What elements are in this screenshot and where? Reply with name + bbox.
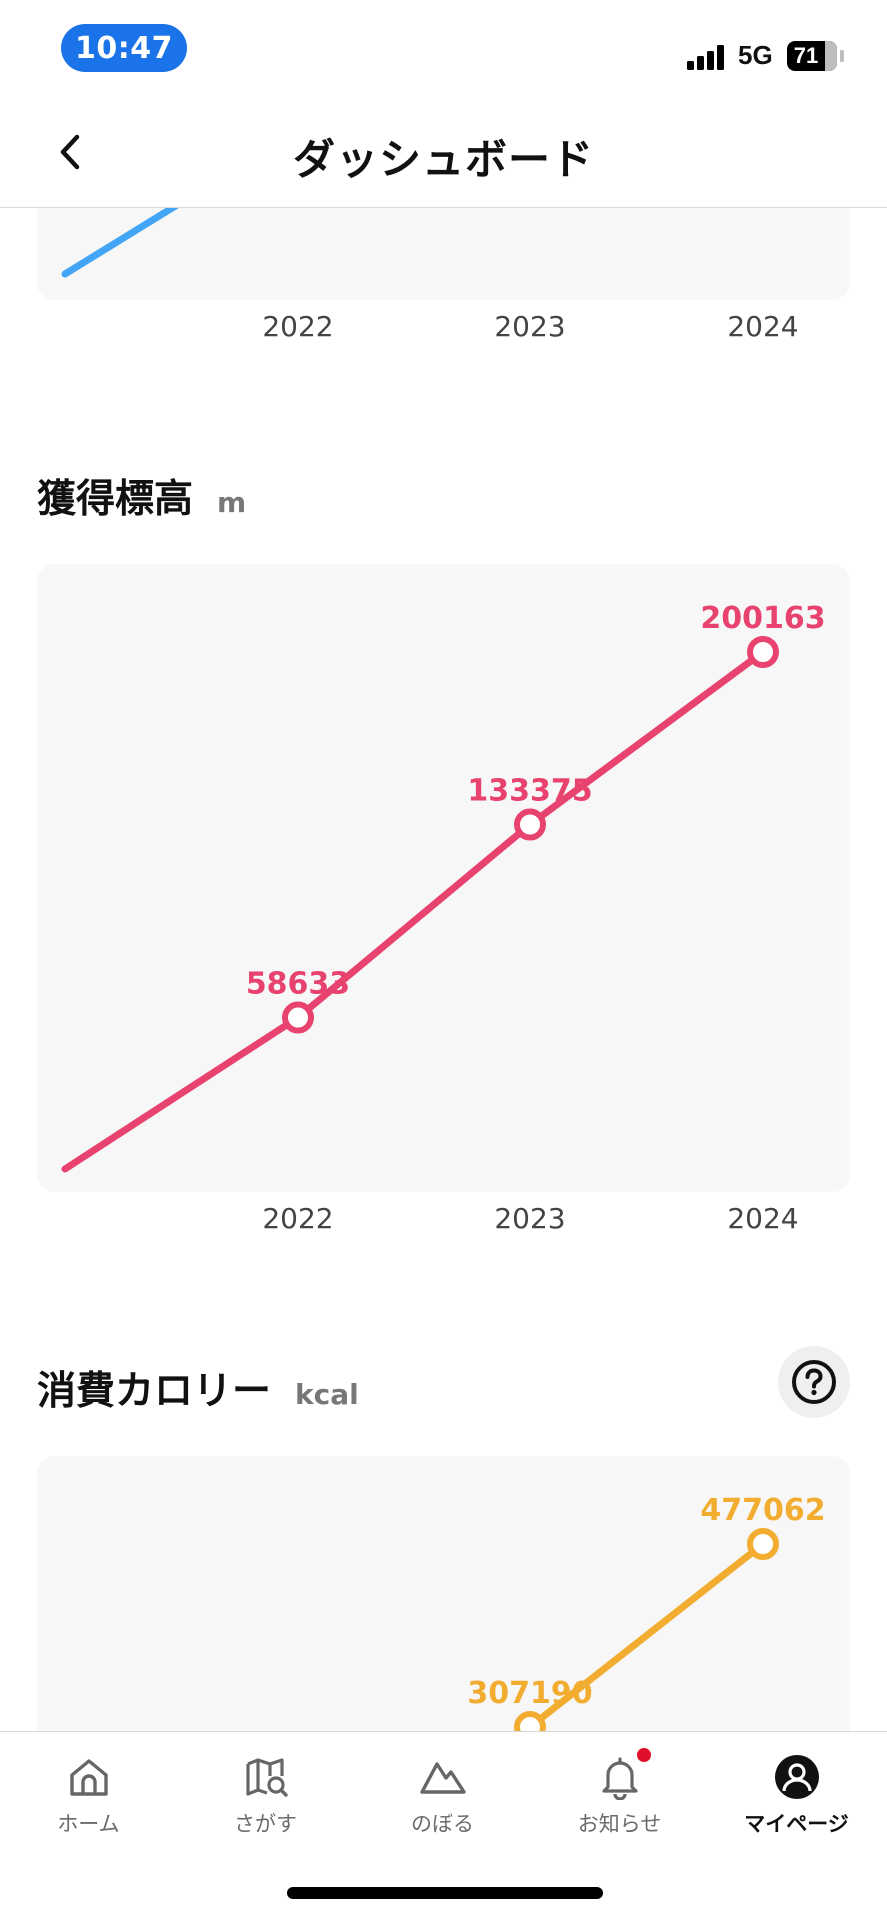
- nav-label: さがす: [234, 1812, 297, 1836]
- calories-title: 消費カロリー: [37, 1369, 272, 1414]
- x-tick-label: 2022: [262, 310, 334, 343]
- series-line: [526, 1540, 767, 1731]
- data-point: [514, 808, 546, 841]
- nav-label: お知らせ: [577, 1812, 662, 1836]
- back-button[interactable]: [40, 122, 100, 182]
- header: ダッシュボード: [0, 100, 887, 208]
- data-point: [282, 1001, 314, 1034]
- question-icon: [792, 1360, 836, 1404]
- nav-label: のぼる: [411, 1812, 474, 1836]
- map-search-icon: [241, 1752, 291, 1802]
- nav-mypage[interactable]: マイページ: [708, 1732, 885, 1852]
- page-title: ダッシュボード: [292, 135, 594, 184]
- x-tick-label: 2023: [494, 1202, 566, 1235]
- elevation-x-axis: 2022 2023 2024: [0, 1202, 887, 1242]
- nav-search[interactable]: さがす: [177, 1732, 354, 1852]
- calories-chart-card: 307190 477062: [37, 1456, 850, 1756]
- x-tick-label: 2023: [494, 310, 566, 343]
- x-tick-label: 2024: [727, 1202, 799, 1235]
- data-label: 133375: [467, 774, 592, 809]
- status-time: 10:47: [61, 24, 187, 72]
- nav-climb[interactable]: のぼる: [354, 1732, 531, 1852]
- calories-unit: kcal: [295, 1378, 359, 1411]
- battery-cap: [840, 50, 844, 62]
- data-label: 58633: [246, 967, 350, 1002]
- status-bar: 10:47 5G 71: [0, 0, 887, 100]
- data-label: 477062: [700, 1493, 825, 1528]
- battery-icon: 71: [787, 41, 837, 71]
- nav-notifications[interactable]: お知らせ: [531, 1732, 708, 1852]
- calories-section-title: 消費カロリー kcal: [37, 1360, 359, 1416]
- network-type: 5G: [738, 40, 773, 70]
- home-icon: [64, 1752, 114, 1802]
- series-line: [61, 201, 181, 278]
- nav-home[interactable]: ホーム: [0, 1732, 177, 1852]
- notification-badge: [636, 1748, 651, 1762]
- x-tick-label: 2024: [727, 310, 799, 343]
- nav-label: ホーム: [57, 1812, 120, 1836]
- data-label: 200163: [700, 601, 825, 636]
- user-icon: [772, 1752, 822, 1802]
- mountain-icon: [418, 1752, 468, 1802]
- elevation-chart: 58633 133375 200163: [61, 601, 826, 1173]
- chevron-left-icon: [60, 134, 80, 170]
- home-indicator: [287, 1887, 603, 1899]
- help-button[interactable]: [778, 1346, 850, 1418]
- elevation-section-title: 獲得標高 m: [37, 468, 246, 524]
- battery-level: 71: [793, 43, 819, 68]
- top-chart-x-axis: 2022 2023 2024: [0, 310, 887, 350]
- data-label: 307190: [467, 1676, 592, 1711]
- series-line: [61, 648, 767, 1173]
- elevation-chart-card: 58633 133375 200163: [37, 564, 850, 1192]
- x-tick-label: 2022: [262, 1202, 334, 1235]
- elevation-unit: m: [217, 486, 247, 519]
- data-point: [747, 636, 779, 668]
- signal-icon: [687, 44, 727, 70]
- bell-icon: [595, 1748, 651, 1802]
- elevation-title: 獲得標高: [37, 477, 194, 522]
- data-point: [747, 1528, 779, 1560]
- calories-chart: 307190 477062: [467, 1493, 826, 1744]
- nav-label: マイページ: [744, 1812, 849, 1836]
